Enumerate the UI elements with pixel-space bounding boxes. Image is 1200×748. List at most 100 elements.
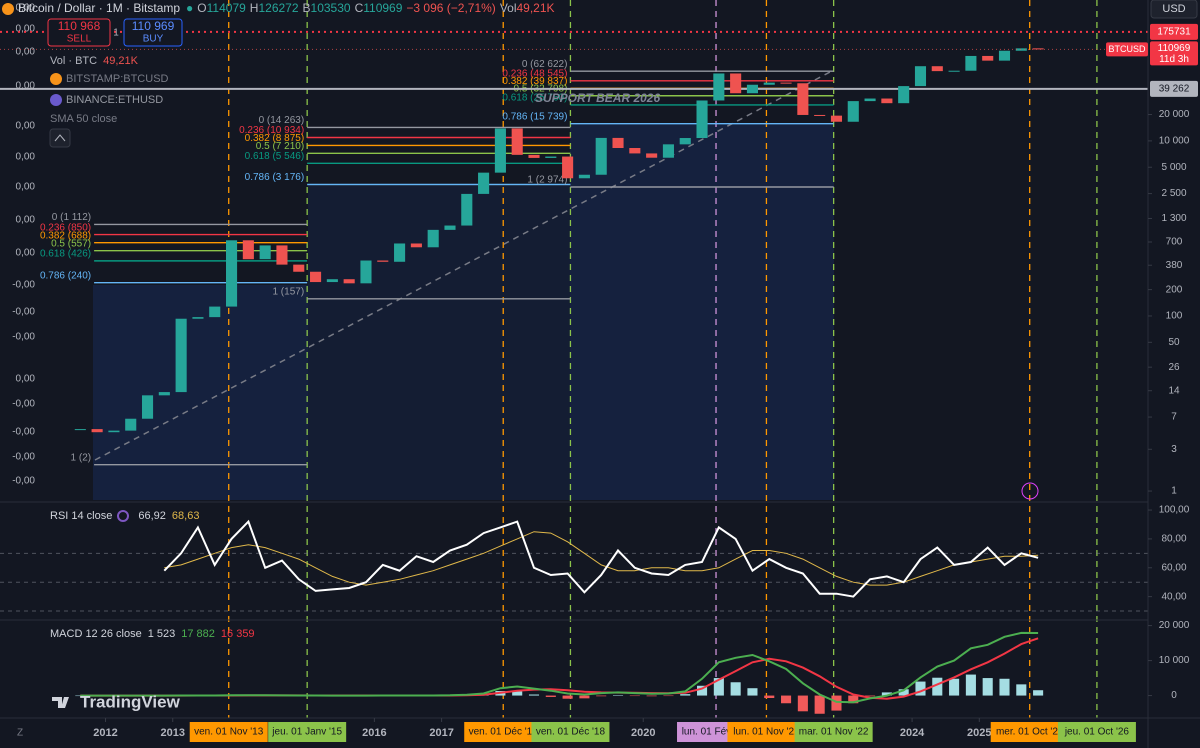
event-tag: [990, 722, 1069, 742]
y-tick-label: 200: [1166, 284, 1183, 295]
fib-label: 0 (1 112): [52, 212, 91, 223]
y-tick-label: 2 500: [1161, 188, 1186, 199]
fib-label: 1 (2 974): [527, 175, 567, 186]
y-tick-label: 20 000: [1159, 109, 1190, 120]
current-price: 110969: [1158, 43, 1191, 54]
rsi-title: RSI 14 close: [50, 510, 112, 522]
rsi-tick-label: 40,00: [1161, 591, 1186, 602]
currency-button[interactable]: [1150, 0, 1198, 19]
macd-histogram: [999, 678, 1010, 696]
y-tick-label: 100: [1166, 311, 1183, 322]
buy-button[interactable]: [123, 18, 183, 47]
sell-label[interactable]: SELL: [67, 34, 92, 45]
candle: [713, 73, 725, 101]
candle: [192, 317, 204, 319]
candle: [259, 245, 271, 260]
ohlc-value: 110969: [363, 1, 402, 15]
event-tag: [727, 722, 806, 742]
logo: TradingView: [80, 692, 181, 711]
candle: [814, 114, 826, 116]
buy-price[interactable]: 110 969: [132, 19, 175, 33]
candle: [242, 240, 254, 260]
fib-zone: [570, 123, 834, 500]
legend-icon: [50, 94, 62, 106]
buy-label[interactable]: BUY: [143, 34, 164, 45]
macd-histogram: [848, 695, 859, 704]
left-axis-label: 0,00: [16, 24, 36, 35]
spread: 1: [113, 28, 119, 39]
price-tag: [1150, 80, 1198, 97]
candle: [797, 83, 809, 115]
candle: [175, 318, 187, 393]
fib-label: 0.382 (39 837): [502, 76, 567, 87]
scale-toggle[interactable]: Z: [17, 728, 23, 739]
candle: [125, 418, 137, 431]
event-tag-label: mer. 01 Oct '25: [996, 727, 1064, 738]
left-axis-label: 0,00: [16, 374, 36, 385]
collapse-button[interactable]: [49, 128, 71, 148]
price-tag-label: 175731: [1157, 27, 1191, 38]
symbol-tag-label: BTCUSD: [1108, 44, 1146, 54]
candle: [326, 279, 338, 283]
macd-histogram: [1033, 690, 1044, 696]
legend-vol-label: Vol · BTC: [50, 55, 97, 67]
sell-button[interactable]: [47, 18, 111, 47]
candle: [141, 395, 154, 419]
candle: [662, 144, 674, 158]
left-axis-label: -0,00: [12, 476, 35, 487]
currency[interactable]: USD: [1162, 3, 1185, 15]
y-tick-label: 1: [1171, 486, 1177, 497]
macd-histogram: [764, 695, 775, 699]
legend-symbol[interactable]: BINANCE:ETHUSD: [66, 94, 163, 106]
candle: [427, 229, 439, 248]
ohlc-key: H: [250, 1, 259, 15]
sell-price[interactable]: 110 968: [58, 19, 101, 33]
candle: [209, 306, 221, 318]
x-tick-label: 2024: [900, 727, 925, 739]
left-axis-label: -0,00: [12, 307, 35, 318]
macd-histogram: [596, 695, 607, 697]
status-dot: ●: [186, 1, 193, 15]
fib-label: 0.618 (25 760): [502, 93, 567, 104]
fib-label: 0 (62 622): [522, 59, 568, 70]
macd-signal-value: 16 359: [221, 628, 255, 640]
y-tick-label: 50: [1168, 337, 1180, 348]
macd-histogram: [915, 681, 926, 696]
event-tag-label: ven. 01 Déc '18: [536, 727, 606, 738]
candle: [982, 55, 994, 61]
header: Bitcoin / Dollar · 1M · Bitstamp ● O114079…: [18, 1, 555, 15]
macd-histogram: [562, 695, 573, 699]
event-tag-label: ven. 01 Nov '13: [194, 727, 264, 738]
alert-icon[interactable]: [1021, 482, 1039, 500]
legend-vol-value: 49,21K: [103, 55, 139, 67]
rsi-tick-label: 100,00: [1159, 505, 1190, 516]
x-tick-label: 2013: [160, 727, 184, 739]
fib-label: 0.786 (240): [40, 270, 91, 281]
left-axis-label: 0,00: [16, 248, 36, 259]
candle: [511, 128, 523, 155]
legend-symbol[interactable]: BITSTAMP:BTCUSD: [66, 73, 169, 85]
candle: [226, 240, 238, 307]
candle: [1015, 48, 1027, 51]
event-tag-label: ven. 01 Déc '17: [469, 727, 539, 738]
y-tick-label: 380: [1166, 260, 1183, 271]
macd-histogram: [579, 695, 590, 699]
left-axis-label: -0,00: [12, 280, 35, 291]
candle: [965, 55, 977, 71]
macd-histogram: [680, 694, 691, 696]
rsi-value: 66,92: [138, 510, 166, 522]
macd-tick-label: 10 000: [1159, 655, 1190, 666]
macd-legend: MACD 12 26 close 1 523 17 882 16 359: [50, 628, 255, 640]
logo-icon: [52, 697, 69, 708]
event-tag: [1057, 722, 1136, 742]
fib-label: 0.236 (48 545): [502, 68, 567, 79]
candle: [478, 172, 490, 194]
legend-symbol[interactable]: SMA 50 close: [50, 113, 117, 125]
macd-histogram: [612, 695, 624, 696]
candle: [948, 70, 960, 72]
candle: [74, 429, 86, 431]
macd-histogram: [663, 695, 674, 697]
left-axis-label: 0,00: [16, 3, 36, 14]
